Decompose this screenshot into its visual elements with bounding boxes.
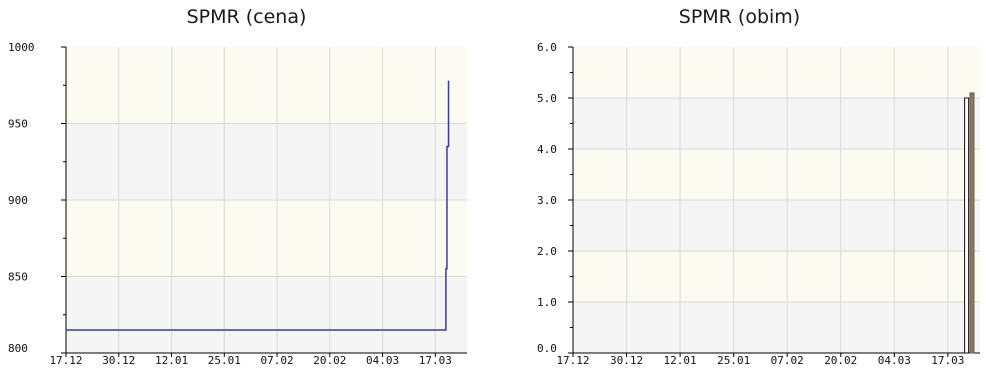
x-tick-label: 04.03: [878, 354, 911, 367]
plot-band: [66, 200, 467, 277]
y-tick-label: 5.0: [537, 92, 557, 105]
volume-chart: 0.0 1.0 2.0 3.0 4.0 5.0 6.0 17.12 30.12 12.01 25.0…: [537, 41, 980, 367]
price-chart: 800 850 900 950 1000 17.12 30.12 12.01 25.01 07.0…: [8, 41, 467, 367]
x-tick-label: 17.03: [931, 354, 964, 367]
plot-band: [573, 200, 980, 251]
price-series-line: [66, 80, 450, 331]
y-tick-label: 900: [8, 194, 28, 207]
y-tick-label: 6.0: [537, 41, 557, 54]
x-tick-label: 04.03: [366, 354, 399, 367]
volume-bar: [969, 92, 975, 354]
x-tick-label: 25.01: [208, 354, 241, 367]
x-tick-label: 17.03: [419, 354, 452, 367]
x-tick-label: 25.01: [717, 354, 750, 367]
x-tick-label: 07.02: [260, 354, 293, 367]
y-tick-label: 4.0: [537, 143, 557, 156]
volume-bar: [964, 97, 970, 354]
plot-band: [573, 47, 980, 98]
y-tick-label: 1.0: [537, 296, 557, 309]
plot-band: [573, 251, 980, 302]
x-tick-label: 12.01: [664, 354, 697, 367]
plot-band: [573, 149, 980, 200]
volume-chart-panel: SPMR (obim) 0.0 1.0 2.0 3.0 4.0 5.0 6.0 17.12 30…: [493, 0, 986, 379]
y-tick-label: 0.0: [537, 342, 557, 355]
y-tick-label: 850: [8, 271, 28, 284]
x-tick-label: 17.12: [556, 354, 589, 367]
price-chart-panel: SPMR (cena) 800 850 900 950 1000 17.12 30.12 12…: [8, 6, 467, 367]
plot-band: [66, 276, 467, 353]
y-tick-label: 3.0: [537, 194, 557, 207]
y-tick-label: 950: [8, 118, 28, 131]
x-tick-label: 20.02: [824, 354, 857, 367]
y-tick-label: 800: [8, 342, 28, 355]
plot-band: [66, 123, 467, 200]
x-tick-label: 17.12: [49, 354, 82, 367]
price-chart-title: SPMR (cena): [186, 6, 307, 28]
x-tick-label: 30.12: [102, 354, 135, 367]
y-tick-label: 1000: [8, 41, 35, 54]
y-tick-label: 2.0: [537, 245, 557, 258]
x-tick-label: 30.12: [610, 354, 643, 367]
x-tick-label: 07.02: [771, 354, 804, 367]
x-tick-label: 12.01: [155, 354, 188, 367]
volume-chart-title: SPMR (obim): [678, 6, 801, 28]
x-tick-label: 20.02: [313, 354, 346, 367]
plot-band: [66, 47, 467, 124]
plot-band: [573, 98, 980, 149]
plot-band: [573, 302, 980, 353]
